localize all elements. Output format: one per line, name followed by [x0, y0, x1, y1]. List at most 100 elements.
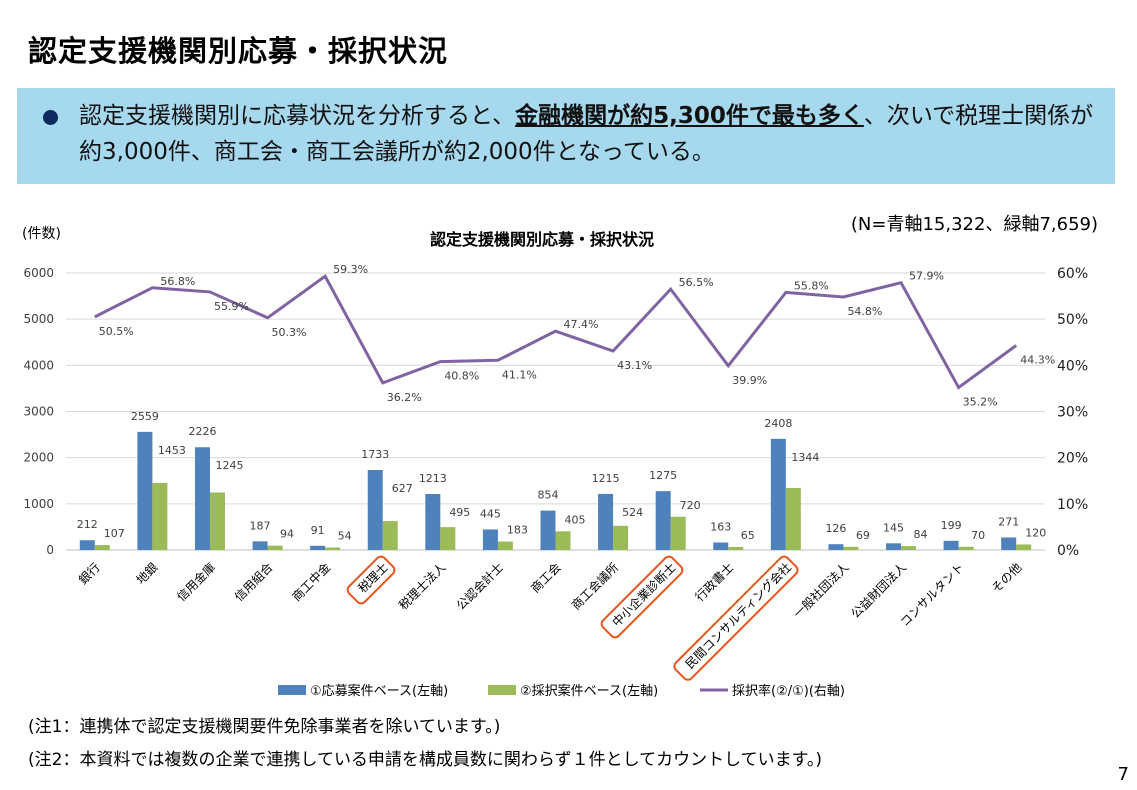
bar-applied: [713, 542, 729, 550]
data-label-applied: 126: [825, 522, 846, 535]
data-label-adopted: 65: [741, 529, 755, 542]
bar-applied: [482, 529, 498, 550]
highlight-box: [673, 555, 799, 681]
legend-label: ②採択案件ベース(左軸): [520, 684, 658, 699]
bar-adopted: [843, 546, 859, 550]
data-label-applied: 445: [480, 507, 501, 520]
highlight-box: [600, 555, 684, 639]
bar-applied: [943, 540, 959, 550]
bar-applied: [770, 438, 786, 550]
data-label-applied: 199: [941, 519, 962, 532]
category-label: 商工中金: [289, 560, 334, 605]
data-label-applied: 163: [710, 520, 731, 533]
rate-line: [94, 274, 1018, 390]
summary-emphasis: 金融機関が約5,300件で最も多く: [515, 103, 864, 129]
data-label-adopted: 1245: [215, 459, 243, 472]
bar-adopted: [209, 492, 225, 550]
bar-applied: [1001, 537, 1017, 550]
data-label-rate: 40.8%: [444, 370, 479, 383]
bullet-icon: [43, 110, 58, 125]
sample-size-annotation: (N=青軸15,322、緑軸7,659): [851, 214, 1098, 235]
data-label-adopted: 69: [856, 529, 870, 542]
data-label-rate: 50.5%: [99, 325, 134, 338]
bar-adopted: [728, 546, 744, 550]
category-label: 一般社団法人: [790, 560, 852, 622]
category-label: 公認会計士: [453, 560, 506, 613]
legend-swatch: [488, 685, 516, 695]
data-label-applied: 1275: [649, 469, 677, 482]
data-label-rate: 59.3%: [333, 263, 368, 276]
bar-adopted: [958, 546, 974, 550]
bar-adopted: [325, 547, 341, 550]
legend-label: 採択率(②/①)(右軸): [732, 683, 845, 699]
legend-swatch: [278, 685, 306, 695]
bar-applied: [367, 469, 383, 550]
data-label-rate: 50.3%: [272, 326, 307, 339]
data-label-adopted: 183: [507, 524, 528, 537]
highlight-box: [346, 555, 396, 605]
chart: 認定支援機関別応募・採択状況 (件数) (N=青軸15,322、緑軸7,659) 0 0…: [22, 214, 1098, 699]
data-label-adopted: 70: [971, 529, 985, 542]
chart-title: 認定支援機関別応募・採択状況: [430, 230, 654, 249]
bar-adopted: [152, 482, 168, 550]
data-label-applied: 271: [998, 515, 1019, 528]
data-label-adopted: 120: [1025, 526, 1046, 539]
summary-banner: 認定支援機関別に応募状況を分析すると、金融機関が約5,300件で最も多く、次いで…: [17, 88, 1115, 184]
data-label-adopted: 405: [565, 513, 586, 526]
y-tick-right: 0%: [1057, 543, 1079, 559]
data-label-adopted: 627: [392, 482, 413, 495]
data-label-adopted: 54: [338, 530, 352, 543]
y-tick-right: 40%: [1057, 358, 1088, 374]
y-tick-left: 3000: [23, 405, 54, 419]
category-label: 行政書士: [693, 560, 737, 604]
data-label-applied: 212: [77, 518, 98, 531]
bar-adopted: [382, 521, 398, 550]
category-label: 地銀: [134, 560, 161, 587]
category-label: 信用金庫: [174, 560, 219, 605]
data-label-rate: 44.3%: [1020, 353, 1055, 366]
category-label: 公益財団法人: [848, 560, 910, 622]
y-tick-right: 10%: [1057, 497, 1088, 513]
data-label-applied: 145: [883, 521, 904, 534]
bar-applied: [655, 491, 671, 550]
y-tick-right: 60%: [1057, 266, 1088, 282]
data-label-rate: 35.2%: [963, 395, 998, 408]
data-label-rate: 54.8%: [847, 305, 882, 318]
data-label-rate: 55.9%: [214, 300, 249, 313]
note-1: (注1：連携体で認定支援機関要件免除事業者を除いています。): [28, 717, 501, 737]
data-label-rate: 56.5%: [679, 276, 714, 289]
data-label-applied: 91: [311, 524, 325, 537]
data-label-applied: 2408: [764, 417, 792, 430]
data-label-adopted: 84: [914, 528, 928, 541]
category-label: 民間コンサルティング会社: [682, 560, 794, 672]
data-label-adopted: 94: [280, 528, 294, 541]
data-label-adopted: 107: [104, 527, 125, 540]
data-label-adopted: 524: [622, 506, 643, 519]
data-label-adopted: 1453: [158, 444, 186, 457]
data-label-applied: 187: [250, 519, 271, 532]
data-label-applied: 2226: [188, 425, 216, 438]
bar-applied: [137, 431, 153, 550]
bar-adopted: [440, 527, 456, 550]
y-tick-right: 50%: [1057, 312, 1088, 328]
data-label-rate: 41.1%: [502, 368, 537, 381]
y-tick-left: 4000: [23, 358, 54, 372]
bar-applied: [79, 540, 95, 550]
page-title: 認定支援機関別応募・採択状況: [28, 34, 449, 68]
category-label: 商工会議所: [568, 560, 621, 613]
category-label: その他: [989, 560, 1024, 595]
category-label: 銀行: [76, 560, 103, 587]
data-label-adopted: 1344: [791, 451, 819, 464]
bar-applied: [310, 545, 326, 550]
note-2: (注2：本資料では複数の企業で連携している申請を構成員数に関わらず１件としてカウ…: [28, 750, 823, 770]
y-tick-left: 6000: [23, 266, 54, 280]
summary-text: 認定支援機関別に応募状況を分析すると、金融機関が約5,300件で最も多く、次いで…: [79, 103, 1094, 165]
y-tick-right: 20%: [1057, 451, 1088, 467]
data-label-rate: 55.8%: [794, 279, 829, 292]
bar-adopted: [670, 516, 686, 550]
bar-adopted: [901, 546, 917, 550]
y-tick-left: 2000: [23, 451, 54, 465]
bar-adopted: [267, 545, 283, 550]
data-label-rate: 57.9%: [909, 270, 944, 283]
y-tick-left: 1000: [23, 497, 54, 511]
